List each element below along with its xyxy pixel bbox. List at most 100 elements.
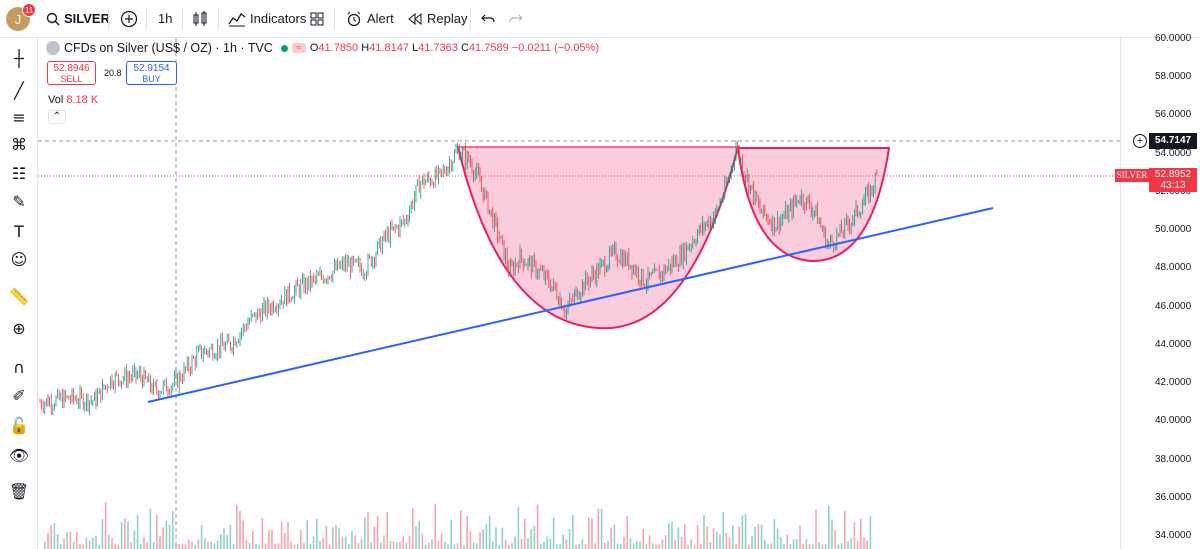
volume-bar: [396, 542, 398, 549]
chart-legend: CFDs on Silver (US$ / OZ) · 1h · TVC ≈ O…: [46, 41, 599, 55]
volume-bar: [200, 525, 203, 549]
volume-bar: [770, 543, 772, 549]
volume-bar: [805, 538, 808, 549]
symbol-search[interactable]: SILVER: [46, 0, 110, 38]
volume-bar: [450, 520, 452, 549]
legend-title[interactable]: CFDs on Silver (US$ / OZ) · 1h · TVC: [64, 41, 273, 55]
trend-line-tool[interactable]: ╱: [5, 76, 33, 104]
volume-bar: [364, 517, 366, 549]
volume-bar: [447, 544, 449, 549]
volume-bar: [136, 514, 139, 549]
compare-button[interactable]: [120, 0, 138, 38]
market-status-icon: [280, 44, 288, 52]
volume-bar: [607, 540, 609, 549]
volume-bar: [559, 544, 561, 549]
volume-bar: [204, 537, 206, 549]
volume-bar: [373, 526, 376, 549]
brush-tool[interactable]: ✎: [5, 187, 33, 215]
volume-bar: [418, 520, 420, 549]
volume-bar: [504, 539, 507, 549]
undo-button[interactable]: [481, 0, 495, 38]
sell-price: 52.8946: [53, 63, 90, 74]
volume-bar: [642, 528, 644, 549]
volume-bar: [280, 521, 283, 549]
volume-bar: [591, 518, 593, 549]
volume-bar: [776, 528, 779, 549]
volume-bar: [792, 539, 795, 549]
price-tick-label: 54.0000: [1155, 147, 1192, 159]
rewind-icon: [408, 12, 422, 25]
volume-bar: [709, 541, 712, 549]
trash-tool[interactable]: 🗑: [5, 477, 33, 505]
alert-button[interactable]: Alert: [346, 0, 394, 38]
volume-bar: [56, 533, 59, 549]
volume-bar: [444, 541, 446, 549]
volume-bar: [191, 541, 193, 549]
emoji-tool[interactable]: ☺: [5, 245, 33, 273]
volume-bar: [325, 525, 328, 549]
volume-bar: [693, 544, 696, 549]
volume-bar: [687, 544, 689, 549]
volume-bar: [463, 544, 465, 549]
volume-bar: [527, 538, 529, 549]
volume-bar: [476, 543, 478, 549]
interval-button[interactable]: 1h: [158, 0, 172, 38]
volume-bar: [162, 527, 164, 549]
buy-button[interactable]: 52.9154 BUY: [126, 61, 177, 85]
volume-bar: [725, 532, 728, 549]
volume-bar: [572, 514, 574, 549]
lock-drawing-tool[interactable]: ✐: [5, 381, 33, 409]
price-tick-label: 38.0000: [1155, 453, 1192, 465]
add-alert-plus-icon[interactable]: +: [1133, 134, 1147, 148]
eye-tool[interactable]: 👁: [5, 441, 33, 469]
chart-type-button[interactable]: [192, 0, 208, 38]
crosshair-tool[interactable]: ┼: [5, 44, 33, 72]
ruler-tool[interactable]: 📏: [5, 282, 33, 310]
price-axis[interactable]: 60.000058.000056.000054.000052.000050.00…: [1120, 33, 1200, 549]
volume-bar: [143, 536, 145, 549]
price-tick-label: 34.0000: [1155, 530, 1192, 541]
collapse-legend-button[interactable]: ⌃: [48, 110, 66, 124]
volume-bar: [152, 542, 155, 549]
volume-bar: [847, 541, 849, 549]
fib-tool[interactable]: ≡: [5, 103, 33, 131]
text-tool[interactable]: T: [5, 217, 33, 245]
volume-bar: [674, 539, 676, 549]
volume-bar: [767, 544, 769, 549]
volume-bar: [472, 542, 475, 549]
redo-button[interactable]: [509, 0, 523, 38]
volume-bar: [210, 541, 212, 549]
lock-tool[interactable]: 🔓: [5, 411, 33, 439]
volume-bar: [239, 510, 241, 549]
crosshair-icon: ┼: [14, 48, 24, 68]
volume-bar: [120, 522, 123, 549]
brush-icon: ✎: [12, 191, 26, 211]
volume-bar: [482, 529, 484, 549]
volume-bar: [818, 542, 820, 549]
volume-bar: [412, 507, 414, 549]
volume-bar: [760, 524, 763, 549]
volume-bar: [344, 536, 347, 549]
volume-bar: [696, 524, 699, 549]
replay-button[interactable]: Replay: [408, 0, 467, 38]
indicators-button[interactable]: Indicators: [228, 0, 306, 38]
volume-bar: [232, 543, 235, 549]
volume-bar: [524, 518, 526, 549]
chart-canvas[interactable]: [38, 38, 1120, 549]
volume-bar: [306, 520, 308, 549]
price-tick-label: 50.0000: [1155, 224, 1192, 236]
templates-button[interactable]: [310, 0, 324, 38]
volume-bar: [114, 543, 116, 549]
volume-bar: [261, 517, 264, 549]
volume-bar: [671, 521, 673, 549]
pattern-tool[interactable]: ⌘: [5, 130, 33, 158]
magnet-tool[interactable]: ∩: [5, 353, 33, 381]
forecast-tool[interactable]: ☷: [5, 159, 33, 187]
lock-icon: 🔓: [9, 415, 29, 435]
volume-bar: [124, 518, 126, 549]
sell-button[interactable]: 52.8946 SELL: [47, 61, 96, 85]
volume-bar: [50, 525, 52, 549]
volume-bar: [402, 536, 404, 549]
zoom-in-tool[interactable]: ⊕: [5, 314, 33, 342]
volume-bar: [802, 543, 804, 549]
